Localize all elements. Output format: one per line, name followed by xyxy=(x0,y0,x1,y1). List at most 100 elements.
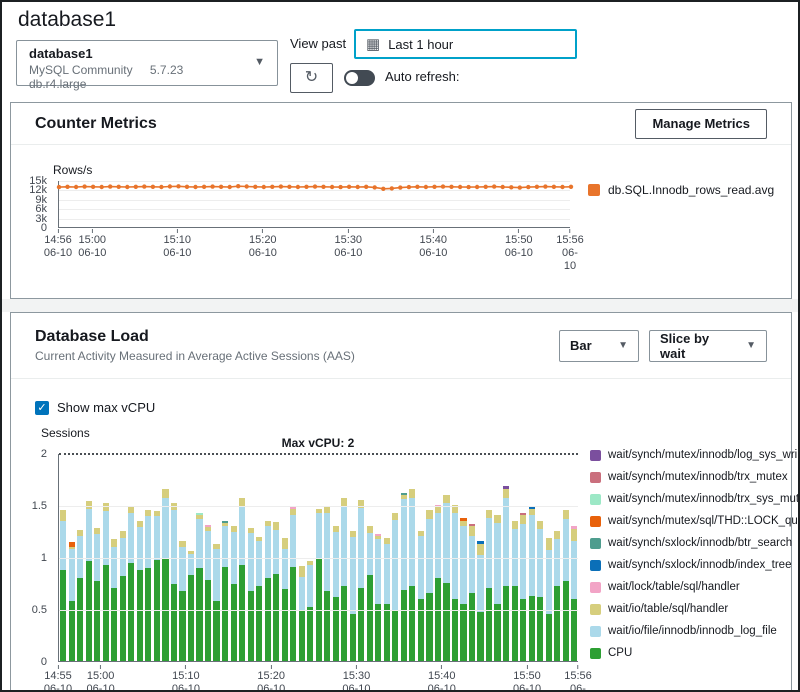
bar-segment-cpu xyxy=(136,570,143,661)
bar-segment-cpu xyxy=(485,588,493,661)
slice-by-dropdown[interactable]: Slice by wait ▼ xyxy=(649,329,767,362)
x-tick-label: 15:00 06-10 xyxy=(87,665,115,690)
bar-segment-io_handler xyxy=(264,520,271,526)
bar-segment-log_file xyxy=(102,511,109,566)
load-bar xyxy=(307,561,314,661)
load-bar xyxy=(562,510,569,661)
bar-segment-log_file xyxy=(213,548,220,601)
x-tick-label: 15:00 06-10 xyxy=(78,229,106,260)
counter-y-axis-label: Rows/s xyxy=(53,163,93,177)
bar-segment-io_handler xyxy=(145,510,152,517)
bar-segment-cpu xyxy=(247,591,254,661)
bar-segment-cpu xyxy=(128,563,135,661)
bar-segment-log_file xyxy=(247,533,254,592)
bar-segment-log_file xyxy=(315,513,322,560)
chevron-down-icon: ▼ xyxy=(254,56,265,68)
y-tick-label: 2 xyxy=(40,448,47,460)
legend-label: wait/synch/sxlock/innodb/btr_search xyxy=(608,537,793,549)
bar-segment-lock_table xyxy=(571,525,578,529)
load-bar xyxy=(375,534,382,661)
x-tick-label: 15:40 06-10 xyxy=(428,665,456,690)
show-max-vcpu-label: Show max vCPU xyxy=(57,400,156,415)
bar-segment-cpu xyxy=(358,588,365,661)
bar-segment-io_handler xyxy=(307,561,314,566)
bar-segment-io_handler xyxy=(366,525,373,534)
y-tick-label: 1.5 xyxy=(31,500,47,512)
manage-metrics-button[interactable]: Manage Metrics xyxy=(635,108,767,139)
bar-segment-log_file xyxy=(375,539,382,604)
bar-segment-io_handler xyxy=(315,509,322,514)
bar-segment-log_file xyxy=(307,565,314,607)
legend-swatch xyxy=(590,647,601,659)
bar-segment-cpu xyxy=(324,591,331,661)
load-bar xyxy=(341,497,348,661)
load-bar xyxy=(426,510,433,661)
load-bar xyxy=(94,527,101,661)
bar-segment-log_file xyxy=(77,536,84,578)
bar-segment-cpu xyxy=(187,574,195,661)
bar-segment-log_file xyxy=(60,520,67,571)
x-tick-label: 15:30 06-10 xyxy=(342,665,371,690)
legend-item: wait/synch/sxlock/innodb/btr_search xyxy=(590,537,798,549)
bar-segment-io_handler xyxy=(136,520,143,527)
database-selector-dropdown[interactable]: database1 MySQL Community 5.7.23 db.r4.l… xyxy=(16,40,278,91)
bar-segment-log_file xyxy=(426,518,433,594)
chart-type-value: Bar xyxy=(570,338,592,353)
bar-segment-log_file xyxy=(383,543,390,604)
bar-segment-cpu xyxy=(94,580,101,661)
load-bar xyxy=(298,566,305,661)
legend-item: db.SQL.Innodb_rows_read.avg xyxy=(588,183,774,197)
bar-segment-io_handler xyxy=(358,499,365,509)
bar-segment-io_handler xyxy=(468,525,476,537)
bar-segment-cpu xyxy=(179,591,186,661)
load-bar xyxy=(520,513,527,661)
legend-item: wait/lock/table/sql/handler xyxy=(590,581,798,593)
legend-swatch xyxy=(590,625,601,637)
bar-segment-io_handler xyxy=(239,497,246,508)
auto-refresh-toggle[interactable] xyxy=(344,70,375,86)
load-bar xyxy=(460,517,467,662)
legend-item: wait/io/file/innodb/innodb_log_file xyxy=(590,625,798,637)
bar-segment-cpu xyxy=(341,586,348,661)
x-tick-label: 15:30 06-10 xyxy=(334,229,362,260)
bar-segment-log_file xyxy=(451,513,459,599)
x-tick-label: 15:50 06-10 xyxy=(513,665,541,690)
bar-segment-log_file xyxy=(485,517,493,589)
bar-segment-log_file xyxy=(366,533,373,575)
refresh-button[interactable]: ↻ xyxy=(290,63,333,93)
legend-label: wait/synch/sxlock/innodb/index_tree xyxy=(608,559,792,571)
section-divider-strip xyxy=(2,299,798,312)
bar-segment-log_file xyxy=(153,516,160,561)
counter-metrics-chart xyxy=(56,181,574,228)
show-max-vcpu-checkbox[interactable]: ✓ xyxy=(35,400,49,415)
calendar-icon: ▦ xyxy=(366,35,381,53)
bar-segment-io_handler xyxy=(554,531,561,540)
chart-type-dropdown[interactable]: Bar ▼ xyxy=(559,329,639,362)
load-bar xyxy=(443,494,450,661)
bar-segment-cpu xyxy=(520,598,527,661)
legend-swatch xyxy=(590,537,601,549)
load-bar xyxy=(451,505,459,661)
bar-segment-cpu xyxy=(170,584,178,661)
bar-segment-log_file xyxy=(400,498,407,591)
bar-segment-io_handler xyxy=(290,509,297,516)
bar-segment-io_handler xyxy=(511,520,518,529)
load-bar xyxy=(256,537,263,661)
counter-metrics-card: Counter Metrics Manage Metrics Rows/s 15… xyxy=(10,102,792,299)
time-range-input[interactable]: ▦ Last 1 hour xyxy=(354,29,577,59)
bar-segment-log_file xyxy=(503,497,510,587)
bar-segment-io_handler xyxy=(494,515,501,523)
db-engine: MySQL Community xyxy=(29,63,133,77)
bar-segment-trx_sys_mut xyxy=(196,513,203,516)
bar-segment-log_file xyxy=(94,534,101,581)
bar-segment-btr_search xyxy=(221,520,229,523)
y-tick-label: 15k xyxy=(29,175,47,187)
bar-segment-io_handler xyxy=(153,511,160,517)
legend-label: wait/io/table/sql/handler xyxy=(608,603,729,615)
load-bar xyxy=(358,499,365,661)
bar-segment-log_file xyxy=(256,541,263,587)
bar-segment-log_file xyxy=(460,525,467,604)
bar-segment-io_handler xyxy=(485,510,493,518)
bar-segment-trx_mutex xyxy=(520,513,527,516)
